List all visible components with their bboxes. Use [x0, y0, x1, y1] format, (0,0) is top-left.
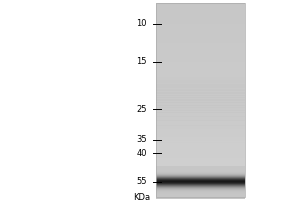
- Text: KDa: KDa: [133, 194, 150, 200]
- Text: 55: 55: [136, 178, 147, 186]
- Text: 15: 15: [136, 58, 147, 66]
- Text: 40: 40: [136, 148, 147, 158]
- Text: 25: 25: [136, 104, 147, 114]
- Text: 35: 35: [136, 136, 147, 144]
- Text: 10: 10: [136, 20, 147, 28]
